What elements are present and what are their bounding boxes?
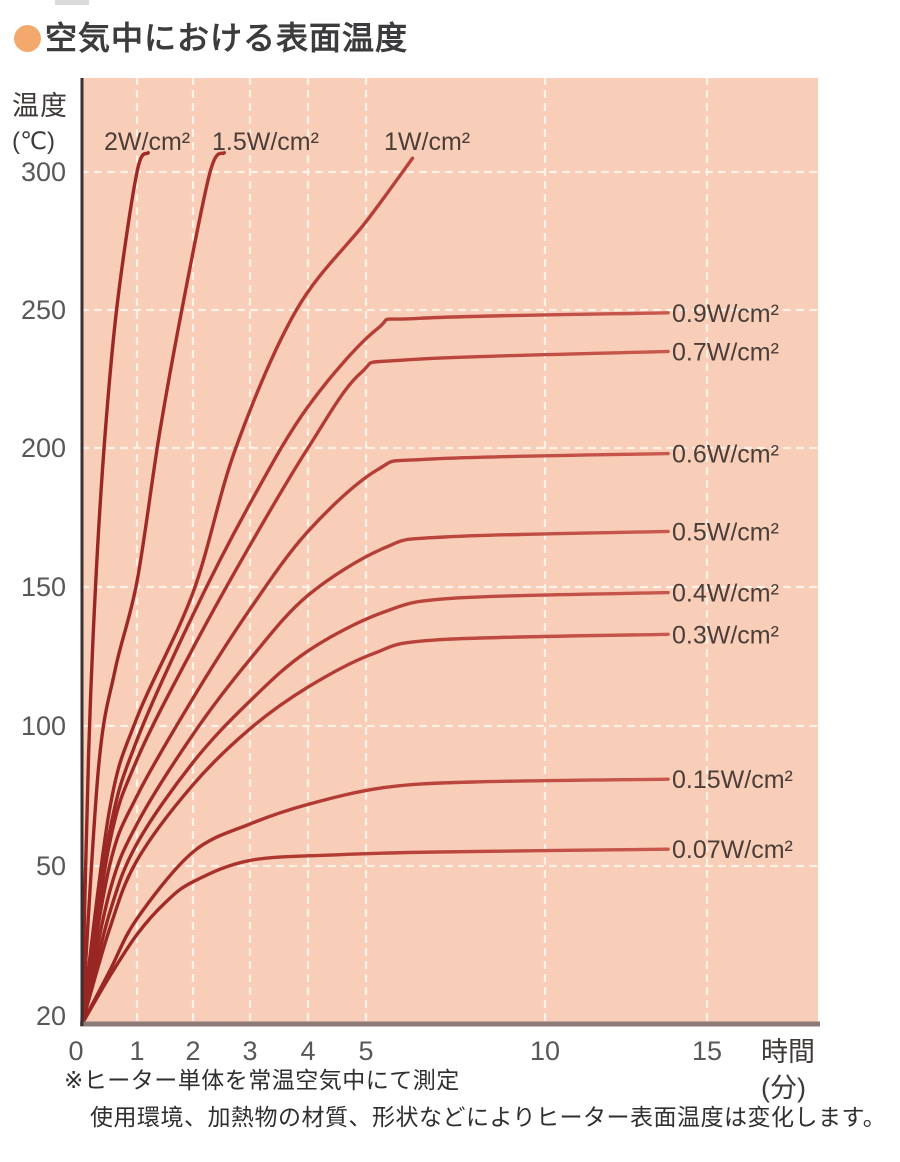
- curve-label-0-4w-cm2: 0.4W/cm²: [672, 580, 779, 608]
- curve-0-6w-cm2: [80, 451, 670, 1026]
- x-tick-label-10: 10: [530, 1036, 560, 1066]
- x-tick-label-2: 2: [185, 1036, 200, 1066]
- page-title: 空気中における表面温度: [45, 20, 409, 56]
- x-tick-label-5: 5: [358, 1036, 373, 1066]
- curve-label-0-7w-cm2: 0.7W/cm²: [672, 338, 779, 366]
- x-axis-unit: (分): [761, 1073, 806, 1103]
- x-axis-label-text: 時間: [761, 1037, 815, 1067]
- curve-label-1-5w-cm2: 1.5W/cm²: [212, 128, 319, 156]
- curve-2w-cm2: [80, 151, 150, 1026]
- curve-label-0-3w-cm2: 0.3W/cm²: [672, 621, 779, 649]
- y-tick-label-200: 200: [21, 433, 66, 463]
- y-tick-label-20: 20: [36, 1001, 66, 1031]
- curves: [80, 151, 670, 1026]
- curve-1-5w-cm2: [80, 151, 226, 1026]
- curve-label-0-6w-cm2: 0.6W/cm²: [672, 441, 779, 469]
- y-axis-unit: (℃): [12, 128, 55, 155]
- curve-0-9w-cm2: [80, 311, 670, 1026]
- curve-0-4w-cm2: [80, 590, 670, 1026]
- curve-label-0-15w-cm2: 0.15W/cm²: [672, 766, 793, 794]
- curve-1w-cm2: [80, 156, 415, 1026]
- curve-label-0-5w-cm2: 0.5W/cm²: [672, 518, 779, 546]
- x-tick-label-4: 4: [300, 1036, 315, 1066]
- x-tick-label-3: 3: [242, 1036, 257, 1066]
- curve-0-5w-cm2: [80, 529, 670, 1026]
- y-tick-label-150: 150: [21, 572, 66, 602]
- y-tick-label-300: 300: [21, 157, 66, 187]
- chart-title-row: 空気中における表面温度: [14, 20, 408, 56]
- footnote-line-2: 使用環境、加熱物の材質、形状などによりヒーター表面温度は変化します。: [90, 1104, 887, 1130]
- y-tick-label-100: 100: [21, 711, 66, 741]
- x-tick-label-0: 0: [68, 1036, 83, 1066]
- x-axis-label: 時間 (分): [761, 1034, 815, 1106]
- y-axis-label-text: 温度: [12, 91, 68, 121]
- curve-0-07w-cm2: [80, 847, 670, 1026]
- footnote-line-1: ※ヒーター単体を常温空気中にて測定: [64, 1067, 460, 1093]
- x-tick-label-1: 1: [129, 1036, 144, 1066]
- curve-label-0-9w-cm2: 0.9W/cm²: [672, 300, 779, 328]
- curve-0-7w-cm2: [80, 349, 670, 1026]
- y-axis-label: 温度 (℃): [12, 84, 68, 156]
- curve-0-3w-cm2: [80, 632, 670, 1026]
- curve-label-1w-cm2: 1W/cm²: [384, 128, 470, 156]
- curve-0-15w-cm2: [80, 777, 670, 1026]
- scan-artifact: [55, 0, 89, 5]
- orange-bullet-icon: [14, 24, 41, 52]
- curve-label-2w-cm2: 2W/cm²: [104, 128, 190, 156]
- y-tick-label-50: 50: [36, 851, 66, 881]
- y-tick-label-250: 250: [21, 295, 66, 325]
- grid: [80, 76, 820, 1026]
- curve-label-0-07w-cm2: 0.07W/cm²: [672, 836, 793, 864]
- x-tick-label-15: 15: [692, 1036, 722, 1066]
